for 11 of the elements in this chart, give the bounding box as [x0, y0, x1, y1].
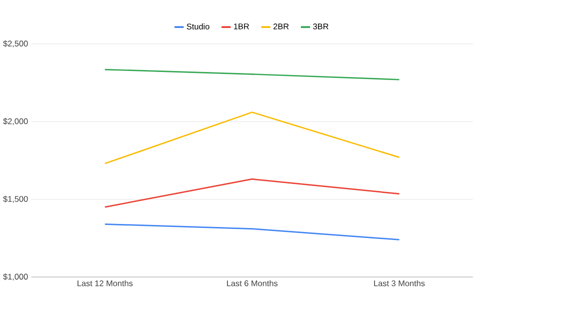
legend-label: 2BR: [274, 24, 289, 30]
y-tick-label: $2,500: [3, 40, 28, 48]
y-tick-label: $1,500: [3, 196, 28, 203]
legend-label: Studio: [186, 24, 210, 30]
y-tick-label: $1,000: [3, 274, 28, 281]
x-tick-label: Last 3 Months: [374, 280, 425, 286]
x-tick-label: Last 12 Months: [78, 280, 133, 286]
legend-label: 3BR: [313, 24, 328, 30]
x-tick-label: Last 6 Months: [227, 280, 278, 286]
legend-label: 1BR: [234, 24, 249, 30]
y-tick-label: $2,000: [3, 118, 28, 126]
